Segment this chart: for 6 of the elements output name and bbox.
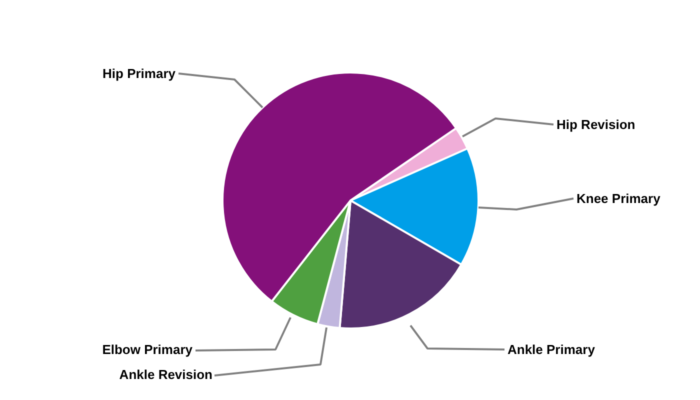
slice-label: Elbow Primary xyxy=(102,342,194,357)
slice-label: Hip Primary xyxy=(102,66,176,81)
slice-label: Ankle Revision xyxy=(119,367,213,382)
slice-label: Knee Primary xyxy=(576,191,662,206)
slice-label: Hip Revision xyxy=(556,117,636,132)
slice-label: Ankle Primary xyxy=(508,342,596,357)
